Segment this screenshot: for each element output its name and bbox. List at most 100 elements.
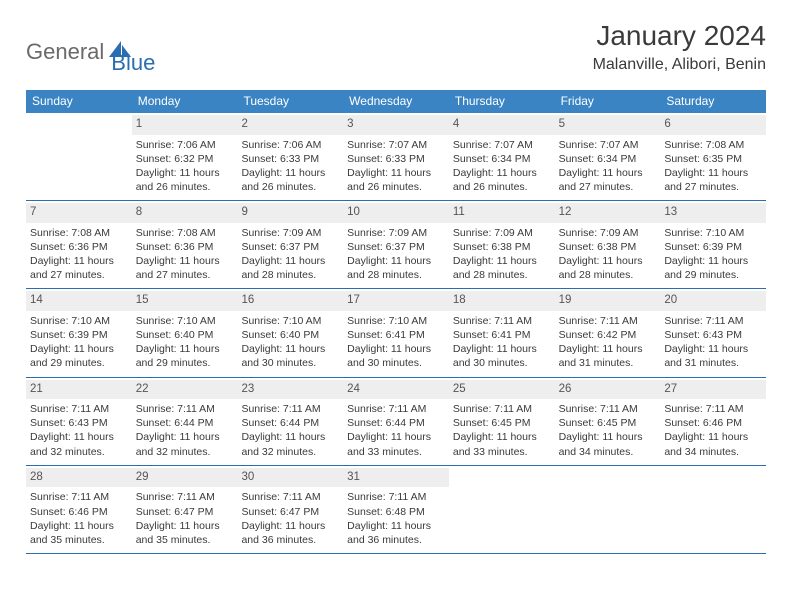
day-daylight1: Daylight: 11 hours [559,254,657,268]
day-daylight2: and 32 minutes. [30,445,128,459]
day-cell: 28Sunrise: 7:11 AMSunset: 6:46 PMDayligh… [26,466,132,553]
day-number: 18 [449,291,555,311]
day-sunrise: Sunrise: 7:11 AM [453,402,551,416]
day-daylight1: Daylight: 11 hours [347,342,445,356]
day-number [449,468,555,472]
day-daylight2: and 36 minutes. [241,533,339,547]
day-number: 8 [132,203,238,223]
day-daylight2: and 33 minutes. [347,445,445,459]
day-sunset: Sunset: 6:36 PM [30,240,128,254]
day-daylight1: Daylight: 11 hours [664,430,762,444]
day-cell: 4Sunrise: 7:07 AMSunset: 6:34 PMDaylight… [449,113,555,200]
day-sunset: Sunset: 6:44 PM [347,416,445,430]
day-sunrise: Sunrise: 7:08 AM [664,138,762,152]
day-sunrise: Sunrise: 7:11 AM [664,314,762,328]
day-sunset: Sunset: 6:46 PM [30,505,128,519]
day-sunset: Sunset: 6:38 PM [559,240,657,254]
day-daylight2: and 26 minutes. [453,180,551,194]
weekday-sunday: Sunday [26,90,132,113]
day-daylight2: and 26 minutes. [347,180,445,194]
day-daylight2: and 27 minutes. [664,180,762,194]
day-sunrise: Sunrise: 7:10 AM [30,314,128,328]
day-daylight1: Daylight: 11 hours [347,430,445,444]
day-sunset: Sunset: 6:37 PM [241,240,339,254]
day-sunset: Sunset: 6:36 PM [136,240,234,254]
day-sunset: Sunset: 6:43 PM [30,416,128,430]
day-cell: 3Sunrise: 7:07 AMSunset: 6:33 PMDaylight… [343,113,449,200]
day-sunrise: Sunrise: 7:11 AM [347,402,445,416]
day-sunrise: Sunrise: 7:11 AM [347,490,445,504]
day-cell [26,113,132,200]
day-daylight2: and 32 minutes. [241,445,339,459]
day-sunrise: Sunrise: 7:09 AM [241,226,339,240]
day-number: 15 [132,291,238,311]
day-sunset: Sunset: 6:38 PM [453,240,551,254]
day-sunset: Sunset: 6:32 PM [136,152,234,166]
day-daylight2: and 35 minutes. [30,533,128,547]
day-daylight2: and 26 minutes. [136,180,234,194]
day-cell: 21Sunrise: 7:11 AMSunset: 6:43 PMDayligh… [26,378,132,465]
day-number [555,468,661,472]
day-daylight2: and 31 minutes. [559,356,657,370]
day-sunset: Sunset: 6:42 PM [559,328,657,342]
day-daylight1: Daylight: 11 hours [664,166,762,180]
day-sunset: Sunset: 6:39 PM [664,240,762,254]
day-number: 22 [132,380,238,400]
day-cell: 20Sunrise: 7:11 AMSunset: 6:43 PMDayligh… [660,289,766,376]
day-daylight1: Daylight: 11 hours [241,430,339,444]
day-daylight1: Daylight: 11 hours [136,342,234,356]
day-cell: 13Sunrise: 7:10 AMSunset: 6:39 PMDayligh… [660,201,766,288]
day-cell: 7Sunrise: 7:08 AMSunset: 6:36 PMDaylight… [26,201,132,288]
day-sunset: Sunset: 6:35 PM [664,152,762,166]
day-cell: 14Sunrise: 7:10 AMSunset: 6:39 PMDayligh… [26,289,132,376]
day-sunrise: Sunrise: 7:09 AM [453,226,551,240]
weekday-thursday: Thursday [449,90,555,113]
day-daylight2: and 34 minutes. [664,445,762,459]
day-daylight1: Daylight: 11 hours [136,254,234,268]
day-number: 13 [660,203,766,223]
weekday-tuesday: Tuesday [237,90,343,113]
day-cell: 22Sunrise: 7:11 AMSunset: 6:44 PMDayligh… [132,378,238,465]
day-sunset: Sunset: 6:40 PM [241,328,339,342]
day-sunrise: Sunrise: 7:09 AM [347,226,445,240]
day-daylight2: and 29 minutes. [136,356,234,370]
day-number: 14 [26,291,132,311]
day-number: 9 [237,203,343,223]
day-number: 4 [449,115,555,135]
day-daylight1: Daylight: 11 hours [347,166,445,180]
day-cell: 5Sunrise: 7:07 AMSunset: 6:34 PMDaylight… [555,113,661,200]
day-number: 28 [26,468,132,488]
day-sunrise: Sunrise: 7:11 AM [136,490,234,504]
day-daylight2: and 36 minutes. [347,533,445,547]
day-daylight2: and 27 minutes. [136,268,234,282]
day-sunrise: Sunrise: 7:11 AM [241,402,339,416]
title-block: January 2024 Malanville, Alibori, Benin [593,20,766,74]
day-sunset: Sunset: 6:45 PM [453,416,551,430]
day-sunset: Sunset: 6:41 PM [347,328,445,342]
day-daylight1: Daylight: 11 hours [136,430,234,444]
day-daylight1: Daylight: 11 hours [30,254,128,268]
day-cell: 11Sunrise: 7:09 AMSunset: 6:38 PMDayligh… [449,201,555,288]
day-sunset: Sunset: 6:48 PM [347,505,445,519]
location: Malanville, Alibori, Benin [593,56,766,74]
day-sunset: Sunset: 6:47 PM [241,505,339,519]
day-cell [660,466,766,553]
day-daylight1: Daylight: 11 hours [136,166,234,180]
calendar: SundayMondayTuesdayWednesdayThursdayFrid… [26,90,766,554]
day-daylight2: and 29 minutes. [664,268,762,282]
day-daylight1: Daylight: 11 hours [664,342,762,356]
day-sunset: Sunset: 6:41 PM [453,328,551,342]
day-cell: 24 Sunrise: 7:11 AMSunset: 6:44 PMDayligh… [343,378,449,465]
day-daylight1: Daylight: 11 hours [559,166,657,180]
day-number: 3 [343,115,449,135]
day-daylight1: Daylight: 11 hours [347,519,445,533]
day-daylight1: Daylight: 11 hours [136,519,234,533]
day-cell: 10Sunrise: 7:09 AMSunset: 6:37 PMDayligh… [343,201,449,288]
day-number: 1 [132,115,238,135]
day-number: 24 [343,380,449,400]
day-cell: 17Sunrise: 7:10 AMSunset: 6:41 PMDayligh… [343,289,449,376]
week-row: 28 Sunrise: 7:11 AM Sunset: 6:46 PM Dayligh… [26,466,766,554]
logo: General Blue [26,20,155,76]
day-cell: 8Sunrise: 7:08 AMSunset: 6:36 PMDaylight… [132,201,238,288]
day-number: 26 [555,380,661,400]
